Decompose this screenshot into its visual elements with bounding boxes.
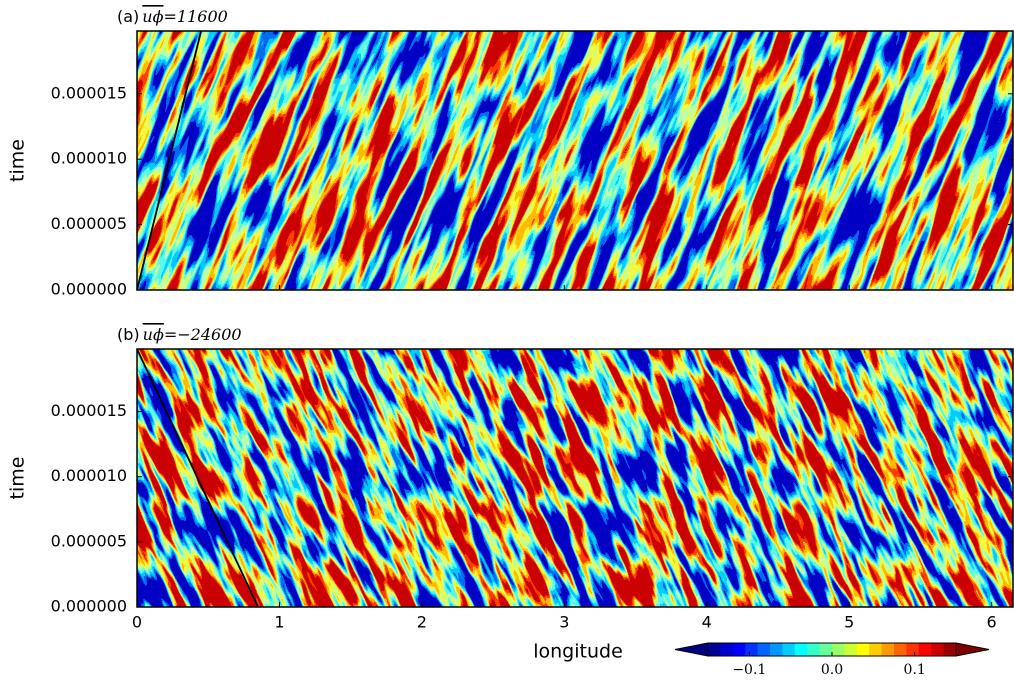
mean-speed-symbol: uϕ — [142, 7, 163, 26]
plot-frame — [136, 30, 1014, 291]
mean-speed-symbol: uϕ — [143, 325, 164, 344]
y-tick-label: 0.000000 — [51, 597, 127, 616]
phase-speed-line — [136, 30, 202, 291]
colorbar-segment — [918, 643, 932, 656]
colorbar-segment — [931, 643, 945, 656]
colorbar-segment — [745, 643, 759, 656]
colorbar-segment — [856, 643, 870, 656]
heatmap-field — [137, 31, 1013, 290]
colorbar-segment — [906, 643, 920, 656]
colorbar-segment — [794, 643, 808, 656]
colorbar-segment — [732, 643, 746, 656]
x-tick-label: 0 — [132, 613, 142, 632]
colorbar-segment — [782, 643, 796, 656]
colorbar-extend-low — [674, 642, 709, 657]
panel-label: (a) — [117, 7, 139, 26]
colorbar-segment — [807, 643, 821, 656]
colorbar-extend-high — [955, 642, 990, 657]
colorbar-segment — [720, 643, 734, 656]
colorbar-segment — [819, 643, 833, 656]
colorbar-segment — [832, 643, 845, 656]
colorbar-segment — [708, 643, 721, 656]
colorbar-segment — [894, 643, 907, 656]
colorbar-segment — [943, 643, 957, 656]
colorbar-segment — [770, 643, 783, 656]
phase-speed-line — [136, 348, 259, 608]
heatmap-field — [137, 349, 1013, 607]
colorbar-tick-label: 0.1 — [904, 662, 926, 678]
y-tick-label: 0.000005 — [51, 531, 127, 550]
y-tick-label: 0.000010 — [51, 466, 127, 485]
colorbar-tick-label: 0.0 — [821, 662, 843, 678]
colorbar-segment — [869, 643, 883, 656]
colorbar-segment — [757, 643, 771, 656]
colorbar-segment — [844, 643, 858, 656]
y-tick-label: 0.000005 — [51, 214, 127, 233]
y-tick-label: 0.000015 — [51, 401, 127, 420]
panel-title: (b) uϕ=−24600 — [117, 325, 242, 344]
y-tick-label: 0.000015 — [51, 83, 127, 102]
x-tick-label: 4 — [702, 613, 712, 632]
colorbar-tick-label: −0.1 — [732, 662, 766, 678]
panel-label: (b) — [117, 325, 140, 344]
mean-speed-value: =11600 — [164, 7, 228, 26]
x-tick-label: 6 — [987, 613, 997, 632]
y-tick-label: 0.000000 — [51, 280, 127, 299]
colorbar-segment — [881, 643, 895, 656]
plot-frame — [136, 348, 1014, 608]
panel-title: (a) uϕ=11600 — [117, 7, 228, 26]
y-axis-label: time — [7, 457, 29, 500]
x-tick-label: 3 — [559, 613, 569, 632]
x-tick-label: 1 — [274, 613, 284, 632]
y-tick-label: 0.000010 — [51, 149, 127, 168]
heatmap-panel-a — [137, 31, 1013, 290]
heatmap-panel-b — [137, 349, 1013, 607]
x-tick-label: 5 — [844, 613, 854, 632]
y-axis-label: time — [7, 139, 29, 182]
x-tick-label: 2 — [417, 613, 427, 632]
x-axis-label: longitude — [533, 641, 623, 663]
mean-speed-value: =−24600 — [164, 325, 242, 344]
